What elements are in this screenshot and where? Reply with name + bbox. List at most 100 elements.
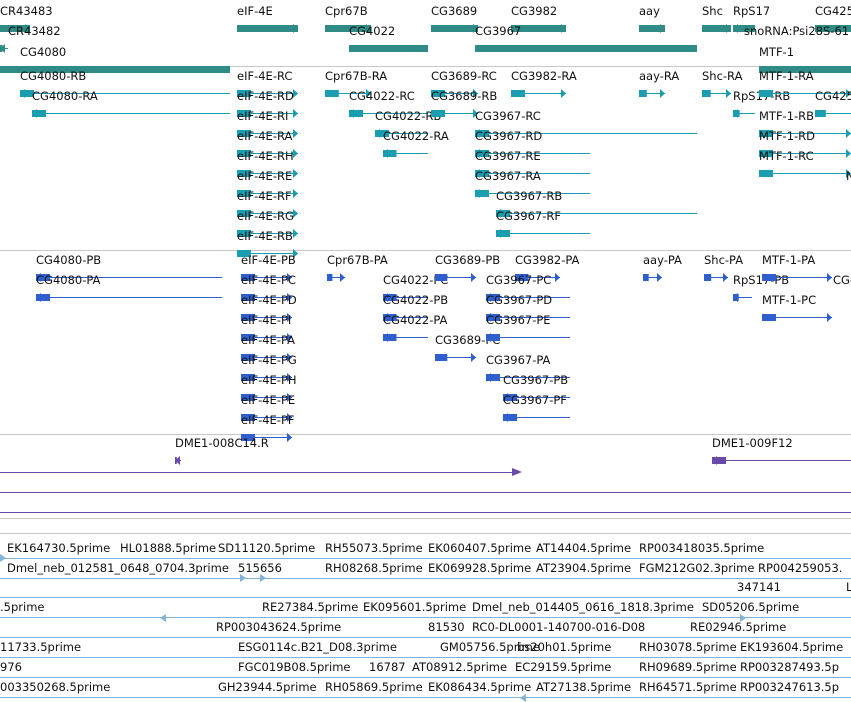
protein-glyph[interactable] (704, 267, 728, 282)
transcript-label: CG3689-RB (431, 89, 498, 103)
protein-glyph[interactable] (241, 387, 292, 402)
gene-glyph[interactable] (325, 18, 371, 33)
transcript-shape (475, 129, 697, 138)
gene-label: CG425 (815, 4, 851, 18)
transcript-glyph[interactable] (511, 83, 566, 98)
transcript-glyph[interactable] (475, 143, 590, 158)
clone-glyph[interactable] (712, 450, 851, 465)
transcript-glyph[interactable] (237, 243, 298, 258)
transcript-glyph[interactable] (759, 83, 851, 98)
transcript-glyph[interactable] (733, 103, 755, 118)
gene-glyph[interactable] (349, 38, 428, 52)
protein-glyph[interactable] (486, 307, 570, 322)
transcript-glyph[interactable] (237, 83, 298, 98)
protein-glyph[interactable] (515, 267, 560, 282)
transcript-glyph[interactable] (496, 223, 590, 238)
protein-glyph[interactable] (486, 287, 570, 302)
protein-glyph[interactable] (503, 387, 570, 402)
transcript-glyph[interactable] (759, 123, 851, 138)
transcript-glyph[interactable] (349, 103, 428, 118)
transcript-glyph[interactable] (475, 183, 590, 198)
protein-glyph[interactable] (241, 307, 292, 322)
protein-label: eIF-4E-PG (241, 353, 297, 367)
transcript-glyph[interactable] (383, 143, 428, 158)
gene-glyph[interactable] (431, 18, 478, 33)
gene-glyph[interactable] (0, 59, 230, 73)
transcript-glyph[interactable] (325, 83, 371, 98)
protein-glyph[interactable] (435, 347, 476, 362)
protein-glyph[interactable] (486, 367, 570, 382)
protein-shape (241, 413, 292, 422)
est-label: RC0-DL0001-140700-016-D08 (472, 620, 646, 634)
protein-glyph[interactable] (241, 407, 292, 422)
protein-glyph[interactable] (643, 267, 662, 282)
transcript-glyph[interactable] (237, 183, 298, 198)
protein-label: eIF-4E-PB (241, 253, 296, 267)
transcript-glyph[interactable] (237, 103, 298, 118)
gene-glyph[interactable] (733, 18, 755, 33)
transcript-shape (759, 169, 851, 178)
protein-shape (36, 293, 222, 302)
gene-glyph[interactable] (0, 38, 8, 53)
gene-label: CR43483 (0, 4, 53, 18)
protein-glyph[interactable] (435, 267, 476, 282)
protein-glyph[interactable] (327, 267, 345, 282)
gene-glyph[interactable] (0, 18, 30, 33)
protein-glyph[interactable] (762, 267, 832, 282)
transcript-glyph[interactable] (759, 163, 851, 178)
transcript-glyph[interactable] (759, 143, 851, 158)
transcript-glyph[interactable] (20, 83, 230, 98)
protein-shape (435, 273, 476, 282)
transcript-glyph[interactable] (237, 203, 298, 218)
gene-glyph[interactable] (237, 18, 298, 33)
gene-glyph[interactable] (759, 59, 851, 73)
protein-label: CG3967-PE (486, 313, 551, 327)
clone-glyph[interactable] (175, 450, 181, 465)
protein-glyph[interactable] (241, 427, 292, 442)
transcript-shape (349, 109, 428, 118)
transcript-shape (759, 89, 851, 98)
transcript-label: CG3967-RF (496, 209, 561, 223)
gene-label: Cpr67B (325, 4, 368, 18)
transcript-glyph[interactable] (237, 143, 298, 158)
arrow-left-icon (520, 694, 526, 702)
gene-glyph[interactable] (639, 18, 665, 33)
gene-glyph[interactable] (475, 38, 697, 52)
protein-glyph[interactable] (241, 347, 292, 362)
transcript-glyph[interactable] (375, 123, 428, 138)
transcript-glyph[interactable] (237, 123, 298, 138)
protein-glyph[interactable] (762, 307, 832, 322)
protein-glyph[interactable] (503, 407, 570, 422)
protein-glyph[interactable] (733, 287, 752, 302)
protein-glyph[interactable] (241, 267, 292, 282)
est-line (0, 597, 851, 598)
protein-label: Cpr67B-PA (327, 253, 388, 267)
transcript-glyph[interactable] (237, 163, 298, 178)
protein-glyph[interactable] (241, 367, 292, 382)
transcript-shape (237, 149, 298, 158)
protein-shape (515, 273, 560, 282)
gene-glyph[interactable] (815, 18, 851, 32)
transcript-glyph[interactable] (237, 223, 298, 238)
protein-glyph[interactable] (383, 307, 428, 322)
transcript-glyph[interactable] (431, 83, 478, 98)
transcript-glyph[interactable] (475, 123, 697, 138)
protein-glyph[interactable] (383, 327, 428, 342)
gene-glyph[interactable] (511, 18, 566, 33)
protein-glyph[interactable] (486, 327, 570, 342)
protein-glyph[interactable] (241, 287, 292, 302)
protein-glyph[interactable] (241, 327, 292, 342)
protein-glyph[interactable] (36, 287, 222, 302)
protein-glyph[interactable] (36, 267, 222, 282)
transcript-glyph[interactable] (32, 103, 230, 118)
transcript-glyph[interactable] (639, 83, 665, 98)
transcript-glyph[interactable] (496, 203, 697, 218)
transcript-glyph[interactable] (702, 83, 731, 98)
protein-glyph[interactable] (383, 287, 428, 302)
gene-glyph[interactable] (702, 18, 731, 33)
transcript-glyph[interactable] (431, 103, 478, 118)
gene-shape (237, 24, 298, 33)
gene-label: CG3689 (431, 4, 478, 18)
transcript-glyph[interactable] (475, 163, 590, 178)
transcript-glyph[interactable] (815, 103, 851, 117)
